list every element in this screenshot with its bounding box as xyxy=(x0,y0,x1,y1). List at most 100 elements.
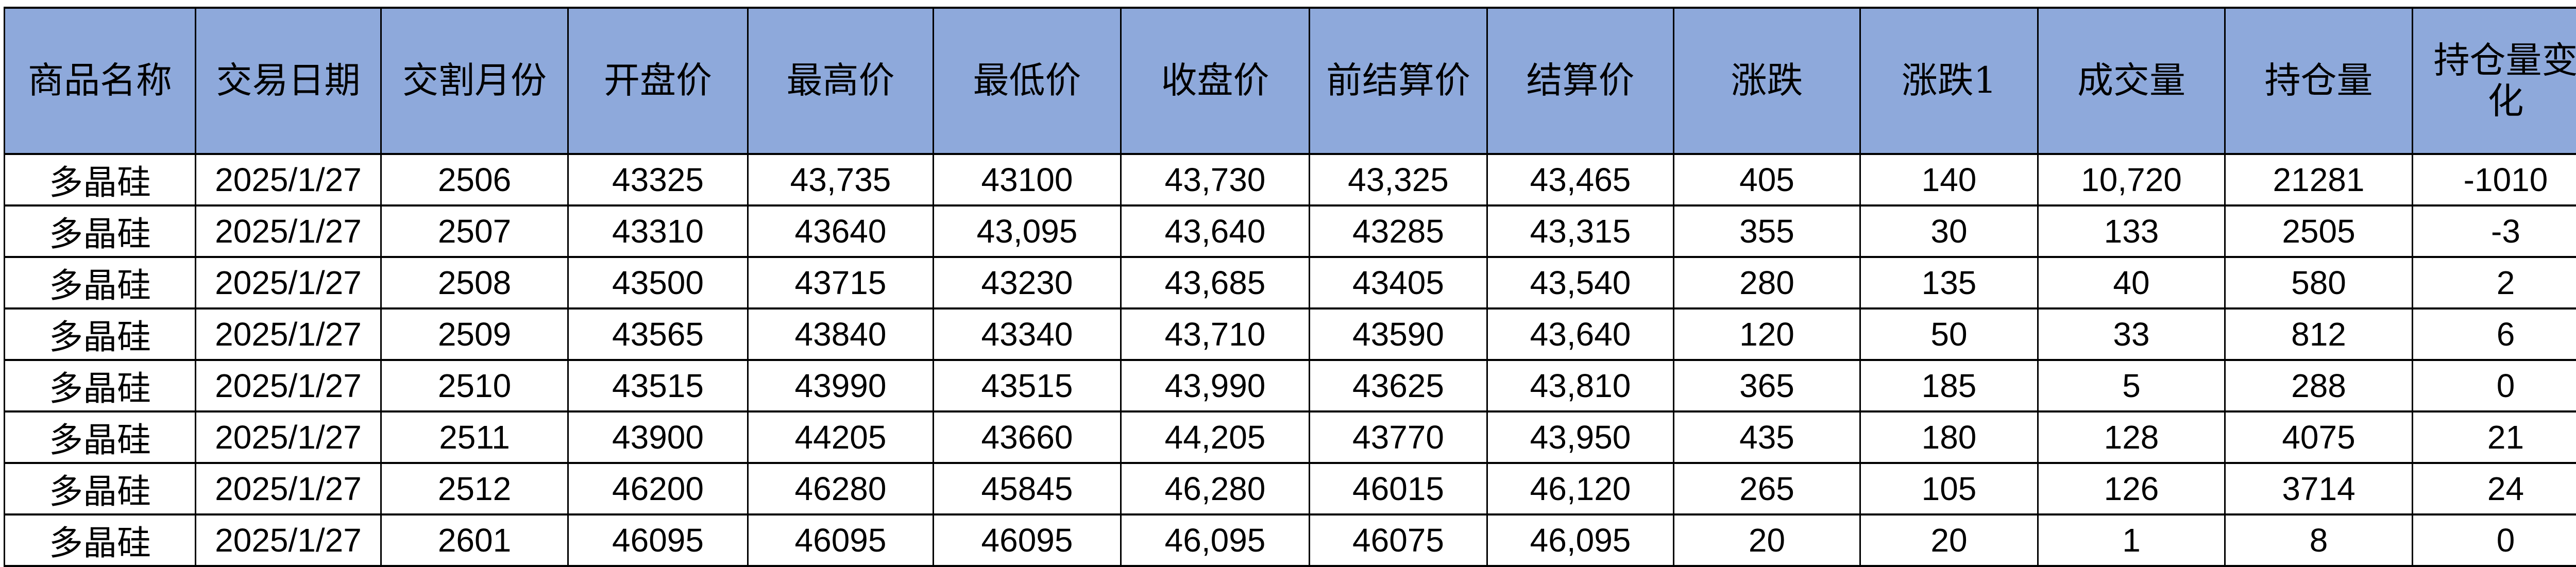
cell-close[interactable]: 43,685 xyxy=(1121,257,1310,308)
cell-volume[interactable]: 10,720 xyxy=(2038,154,2225,205)
cell-close[interactable]: 46,095 xyxy=(1121,514,1310,566)
cell-prev_settle[interactable]: 43770 xyxy=(1310,411,1487,463)
cell-product_name[interactable]: 多晶硅 xyxy=(5,463,196,514)
cell-open[interactable]: 43310 xyxy=(568,205,748,257)
header-settle[interactable]: 结算价 xyxy=(1487,8,1674,154)
cell-low[interactable]: 43340 xyxy=(934,308,1121,360)
cell-low[interactable]: 43515 xyxy=(934,360,1121,411)
cell-change1[interactable]: 50 xyxy=(1860,308,2038,360)
cell-delivery_month[interactable]: 2508 xyxy=(381,257,568,308)
cell-high[interactable]: 43640 xyxy=(748,205,934,257)
header-oi-change[interactable]: 持仓量变 化 xyxy=(2413,8,2576,154)
cell-close[interactable]: 44,205 xyxy=(1121,411,1310,463)
cell-change1[interactable]: 135 xyxy=(1860,257,2038,308)
cell-prev_settle[interactable]: 43405 xyxy=(1310,257,1487,308)
cell-delivery_month[interactable]: 2510 xyxy=(381,360,568,411)
cell-high[interactable]: 46095 xyxy=(748,514,934,566)
cell-open[interactable]: 46200 xyxy=(568,463,748,514)
cell-volume[interactable]: 1 xyxy=(2038,514,2225,566)
cell-change1[interactable]: 180 xyxy=(1860,411,2038,463)
cell-oi_change[interactable]: -3 xyxy=(2413,205,2576,257)
cell-oi_change[interactable]: 2 xyxy=(2413,257,2576,308)
cell-settle[interactable]: 43,640 xyxy=(1487,308,1674,360)
cell-change1[interactable]: 20 xyxy=(1860,514,2038,566)
cell-product_name[interactable]: 多晶硅 xyxy=(5,514,196,566)
cell-open_interest[interactable]: 580 xyxy=(2225,257,2413,308)
cell-open[interactable]: 43500 xyxy=(568,257,748,308)
header-product-name[interactable]: 商品名称 xyxy=(5,8,196,154)
cell-trade_date[interactable]: 2025/1/27 xyxy=(196,308,381,360)
cell-change1[interactable]: 140 xyxy=(1860,154,2038,205)
header-high[interactable]: 最高价 xyxy=(748,8,934,154)
cell-oi_change[interactable]: -1010 xyxy=(2413,154,2576,205)
cell-delivery_month[interactable]: 2506 xyxy=(381,154,568,205)
cell-open[interactable]: 43900 xyxy=(568,411,748,463)
cell-open_interest[interactable]: 2505 xyxy=(2225,205,2413,257)
cell-open_interest[interactable]: 812 xyxy=(2225,308,2413,360)
cell-open_interest[interactable]: 3714 xyxy=(2225,463,2413,514)
cell-trade_date[interactable]: 2025/1/27 xyxy=(196,360,381,411)
cell-settle[interactable]: 43,465 xyxy=(1487,154,1674,205)
cell-prev_settle[interactable]: 43625 xyxy=(1310,360,1487,411)
cell-volume[interactable]: 5 xyxy=(2038,360,2225,411)
cell-prev_settle[interactable]: 43285 xyxy=(1310,205,1487,257)
cell-open_interest[interactable]: 8 xyxy=(2225,514,2413,566)
cell-oi_change[interactable]: 6 xyxy=(2413,308,2576,360)
cell-prev_settle[interactable]: 46015 xyxy=(1310,463,1487,514)
header-prev-settle[interactable]: 前结算价 xyxy=(1310,8,1487,154)
cell-high[interactable]: 46280 xyxy=(748,463,934,514)
cell-high[interactable]: 43715 xyxy=(748,257,934,308)
cell-change1[interactable]: 30 xyxy=(1860,205,2038,257)
cell-open_interest[interactable]: 4075 xyxy=(2225,411,2413,463)
cell-change[interactable]: 280 xyxy=(1674,257,1860,308)
cell-settle[interactable]: 43,315 xyxy=(1487,205,1674,257)
cell-trade_date[interactable]: 2025/1/27 xyxy=(196,205,381,257)
cell-close[interactable]: 43,710 xyxy=(1121,308,1310,360)
cell-low[interactable]: 43230 xyxy=(934,257,1121,308)
cell-trade_date[interactable]: 2025/1/27 xyxy=(196,257,381,308)
cell-product_name[interactable]: 多晶硅 xyxy=(5,308,196,360)
cell-volume[interactable]: 133 xyxy=(2038,205,2225,257)
cell-delivery_month[interactable]: 2507 xyxy=(381,205,568,257)
cell-settle[interactable]: 43,950 xyxy=(1487,411,1674,463)
cell-delivery_month[interactable]: 2511 xyxy=(381,411,568,463)
cell-delivery_month[interactable]: 2512 xyxy=(381,463,568,514)
cell-volume[interactable]: 126 xyxy=(2038,463,2225,514)
cell-low[interactable]: 43,095 xyxy=(934,205,1121,257)
header-close[interactable]: 收盘价 xyxy=(1121,8,1310,154)
cell-low[interactable]: 46095 xyxy=(934,514,1121,566)
cell-open_interest[interactable]: 21281 xyxy=(2225,154,2413,205)
cell-product_name[interactable]: 多晶硅 xyxy=(5,257,196,308)
cell-product_name[interactable]: 多晶硅 xyxy=(5,411,196,463)
cell-trade_date[interactable]: 2025/1/27 xyxy=(196,514,381,566)
cell-low[interactable]: 43100 xyxy=(934,154,1121,205)
header-change[interactable]: 涨跌 xyxy=(1674,8,1860,154)
cell-prev_settle[interactable]: 43590 xyxy=(1310,308,1487,360)
header-trade-date[interactable]: 交易日期 xyxy=(196,8,381,154)
cell-product_name[interactable]: 多晶硅 xyxy=(5,205,196,257)
cell-product_name[interactable]: 多晶硅 xyxy=(5,360,196,411)
cell-oi_change[interactable]: 0 xyxy=(2413,360,2576,411)
cell-change[interactable]: 365 xyxy=(1674,360,1860,411)
header-volume[interactable]: 成交量 xyxy=(2038,8,2225,154)
cell-high[interactable]: 43990 xyxy=(748,360,934,411)
cell-prev_settle[interactable]: 43,325 xyxy=(1310,154,1487,205)
cell-delivery_month[interactable]: 2509 xyxy=(381,308,568,360)
cell-product_name[interactable]: 多晶硅 xyxy=(5,154,196,205)
cell-oi_change[interactable]: 0 xyxy=(2413,514,2576,566)
header-low[interactable]: 最低价 xyxy=(934,8,1121,154)
cell-close[interactable]: 43,640 xyxy=(1121,205,1310,257)
cell-trade_date[interactable]: 2025/1/27 xyxy=(196,154,381,205)
cell-low[interactable]: 43660 xyxy=(934,411,1121,463)
cell-delivery_month[interactable]: 2601 xyxy=(381,514,568,566)
cell-oi_change[interactable]: 21 xyxy=(2413,411,2576,463)
cell-open[interactable]: 43325 xyxy=(568,154,748,205)
cell-close[interactable]: 43,730 xyxy=(1121,154,1310,205)
cell-trade_date[interactable]: 2025/1/27 xyxy=(196,411,381,463)
cell-settle[interactable]: 43,540 xyxy=(1487,257,1674,308)
cell-volume[interactable]: 33 xyxy=(2038,308,2225,360)
cell-change[interactable]: 20 xyxy=(1674,514,1860,566)
cell-high[interactable]: 44205 xyxy=(748,411,934,463)
cell-change[interactable]: 405 xyxy=(1674,154,1860,205)
cell-volume[interactable]: 128 xyxy=(2038,411,2225,463)
